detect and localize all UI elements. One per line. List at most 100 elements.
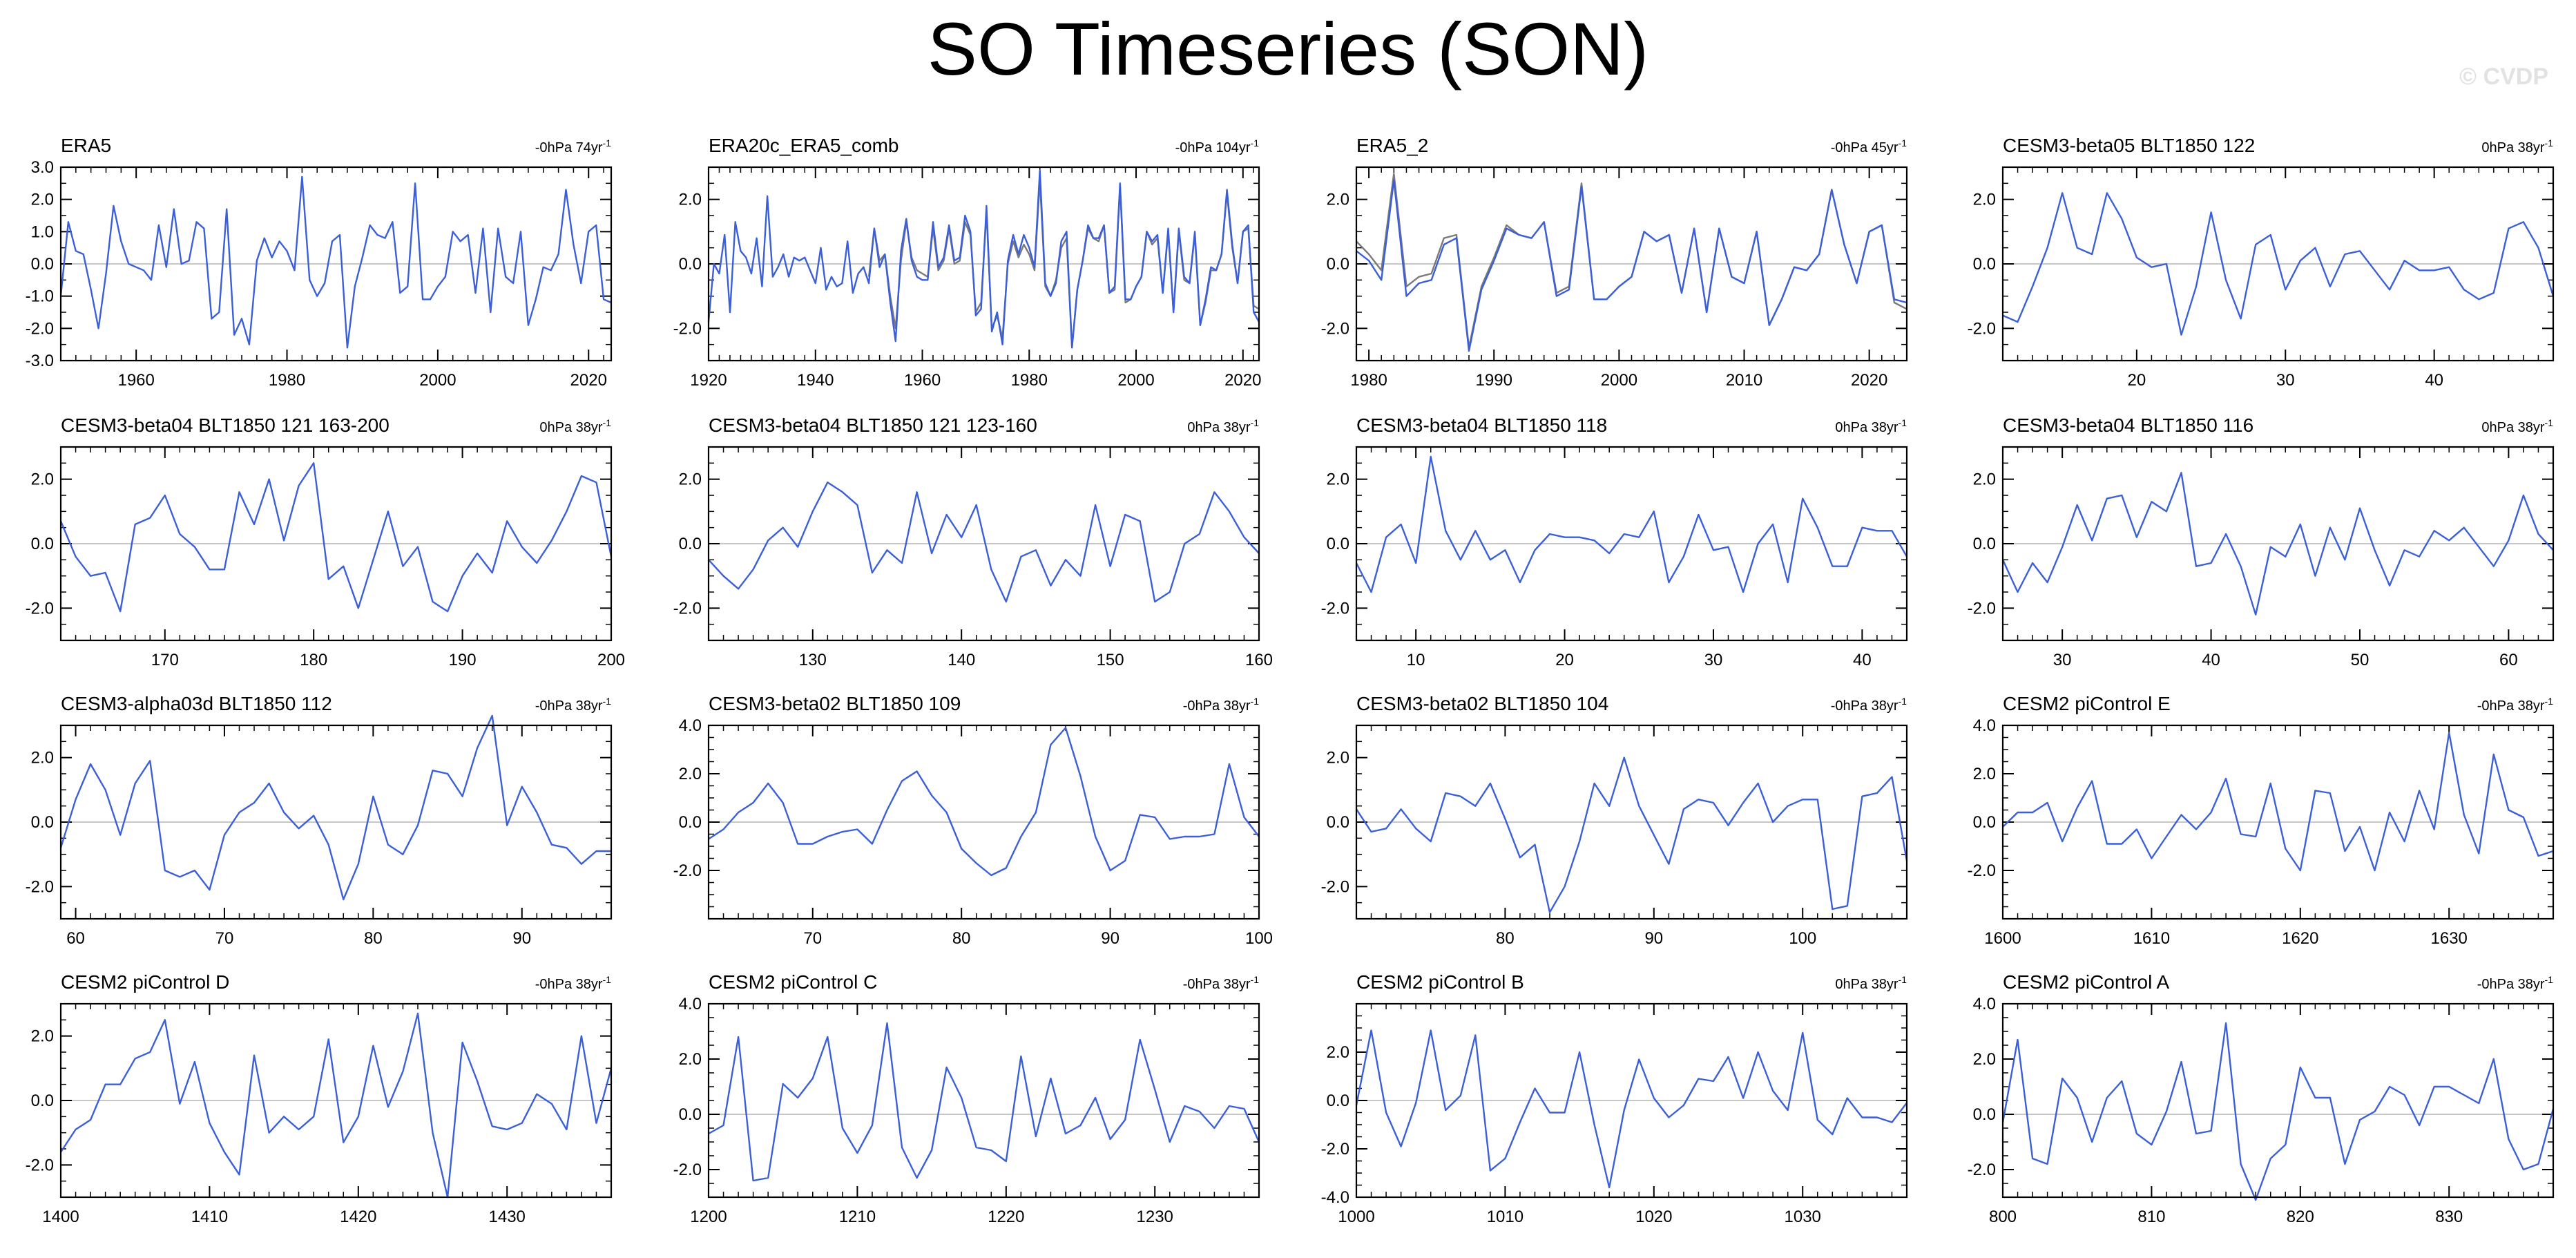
x-tick-label: 1620: [2282, 929, 2318, 948]
x-tick-label: 90: [1101, 929, 1119, 948]
series-line: [1355, 756, 1908, 913]
chart-subtitle-exponent: -1: [1251, 696, 1260, 707]
chart-subtitle: 0hPa 38yr-1: [1835, 974, 1907, 992]
plot-frame: [707, 724, 1260, 920]
x-tick-label: 90: [1644, 929, 1663, 948]
plot-frame: [2001, 166, 2555, 362]
x-tick-label: 1940: [797, 371, 834, 390]
x-tick-label: 1010: [1487, 1208, 1524, 1226]
chart-title: CESM3-beta02 BLT1850 104: [1356, 693, 1608, 714]
x-tick-label: 130: [799, 651, 827, 669]
x-tick-label: 2010: [1726, 371, 1762, 390]
chart-subtitle-exponent: -1: [1899, 417, 1907, 428]
chart-title: CESM3-beta04 BLT1850 116: [2003, 414, 2253, 436]
y-tick-label: 0.0: [679, 813, 702, 832]
plot-frame: [59, 166, 613, 362]
x-tick-label: 20: [2128, 371, 2146, 390]
chart-subtitle-exponent: -1: [1899, 696, 1907, 707]
x-tick-label: 1980: [1011, 371, 1048, 390]
y-tick-label: 2.0: [679, 1050, 702, 1069]
y-tick-label: -2.0: [26, 319, 54, 338]
x-tick-label: 70: [803, 929, 822, 948]
x-tick-label: 1920: [690, 371, 727, 390]
y-tick-label: 0.0: [31, 535, 54, 553]
y-tick-label: -2.0: [1321, 319, 1349, 338]
chart-panel: CESM3-beta02 BLT1850 104 -0hPa 38yr-1 80 90…: [1321, 693, 1908, 948]
x-tick-label: 30: [2276, 371, 2295, 390]
x-tick-label: 190: [449, 651, 477, 669]
series-line: [59, 175, 612, 349]
y-tick-label: 2.0: [1973, 1050, 1996, 1069]
chart-subtitle: -0hPa 38yr-1: [1831, 696, 1907, 714]
y-tick-label: -2.0: [1321, 1140, 1349, 1159]
x-tick-label: 1600: [1984, 929, 2021, 948]
series-line: [2001, 1022, 2555, 1201]
series-line: [59, 714, 611, 901]
chart-subtitle: -0hPa 38yr-1: [2477, 696, 2554, 714]
chart-title: CESM3-beta04 BLT1850 118: [1356, 414, 1607, 436]
plot-frame: [707, 166, 1260, 362]
chart-panel: CESM3-beta04 BLT1850 121 163-200 0hPa 38y…: [26, 414, 625, 669]
x-tick-label: 1610: [2133, 929, 2170, 948]
series-line: [708, 727, 1260, 877]
x-tick-label: 60: [66, 929, 85, 948]
y-tick-label: -2.0: [1968, 861, 1996, 880]
plot-frame: [707, 1002, 1260, 1199]
chart-panel: CESM3-beta04 BLT1850 116 0hPa 38yr-1 30 40 5…: [1968, 414, 2555, 669]
x-tick-label: 2020: [570, 371, 607, 390]
x-tick-label: 2000: [1601, 371, 1637, 390]
series-line: [2002, 732, 2554, 872]
y-tick-label: 2.0: [31, 1027, 54, 1046]
watermark: © CVDP: [2459, 64, 2548, 90]
y-tick-label: 0.0: [31, 1092, 54, 1110]
chart-subtitle: -0hPa 104yr-1: [1175, 137, 1260, 155]
y-tick-label: 0.0: [1973, 813, 1996, 832]
y-tick-label: 2.0: [1327, 749, 1349, 768]
plot-frame: [2001, 446, 2555, 642]
x-tick-label: 70: [215, 929, 234, 948]
x-tick-label: 40: [2425, 371, 2443, 390]
chart-subtitle: 0hPa 38yr-1: [2481, 137, 2553, 155]
chart-subtitle-exponent: -1: [2545, 137, 2554, 149]
x-tick-label: 30: [2053, 651, 2072, 669]
x-tick-label: 60: [2499, 651, 2518, 669]
chart-panel: CESM2 piControl D -0hPa 38yr-1 1400 1410 142…: [26, 971, 613, 1226]
plot-frame: [59, 1002, 613, 1199]
y-tick-label: 2.0: [1973, 191, 1996, 209]
plot-frame: [1355, 446, 1908, 642]
chart-panel: CESM3-beta02 BLT1850 109 -0hPa 38yr-1 70 80…: [673, 693, 1273, 948]
series-line: [708, 1022, 1260, 1182]
chart-subtitle-exponent: -1: [603, 696, 612, 707]
x-tick-label: 1980: [1350, 371, 1387, 390]
plot-frame: [59, 446, 613, 642]
chart-subtitle-exponent: -1: [603, 974, 612, 985]
chart-subtitle: 0hPa 38yr-1: [1187, 417, 1259, 435]
chart-panel: CESM3-beta05 BLT1850 122 0hPa 38yr-1 20 30 4…: [1968, 135, 2555, 390]
chart-panel: ERA5_2 -0hPa 45yr-1 1980 1990 2000 2010 2020 2.…: [1321, 135, 1908, 390]
x-tick-label: 1000: [1338, 1208, 1374, 1226]
x-tick-label: 170: [151, 651, 179, 669]
y-tick-label: 4.0: [1973, 995, 1996, 1013]
chart-subtitle: -0hPa 45yr-1: [1831, 137, 1907, 155]
x-tick-label: 1210: [839, 1208, 876, 1226]
y-tick-label: -2.0: [673, 599, 702, 618]
chart-subtitle-exponent: -1: [603, 417, 612, 428]
x-tick-label: 820: [2287, 1208, 2314, 1226]
y-tick-label: 4.0: [679, 716, 702, 735]
x-tick-label: 1630: [2431, 929, 2468, 948]
chart-panel: ERA20c_ERA5_comb -0hPa 104yr-1 1920 1940 196…: [673, 135, 1262, 390]
y-tick-label: -2.0: [26, 877, 54, 896]
chart-subtitle: -0hPa 74yr-1: [535, 137, 612, 155]
plot-frame: [1355, 1002, 1908, 1199]
y-tick-label: 2.0: [31, 749, 54, 768]
y-tick-label: 2.0: [679, 765, 702, 783]
plot-frame: [1355, 724, 1908, 920]
chart-subtitle: -0hPa 38yr-1: [1183, 974, 1260, 992]
y-tick-label: -1.0: [26, 287, 54, 306]
x-tick-label: 2000: [419, 371, 456, 390]
y-tick-label: 2.0: [1327, 1043, 1349, 1062]
chart-subtitle: 0hPa 38yr-1: [1835, 417, 1907, 435]
x-tick-label: 50: [2351, 651, 2370, 669]
chart-panel: CESM3-beta04 BLT1850 118 0hPa 38yr-1 10 20 3…: [1321, 414, 1908, 669]
chart-panel: CESM2 piControl E -0hPa 38yr-1 1600 1610 162…: [1968, 693, 2555, 948]
